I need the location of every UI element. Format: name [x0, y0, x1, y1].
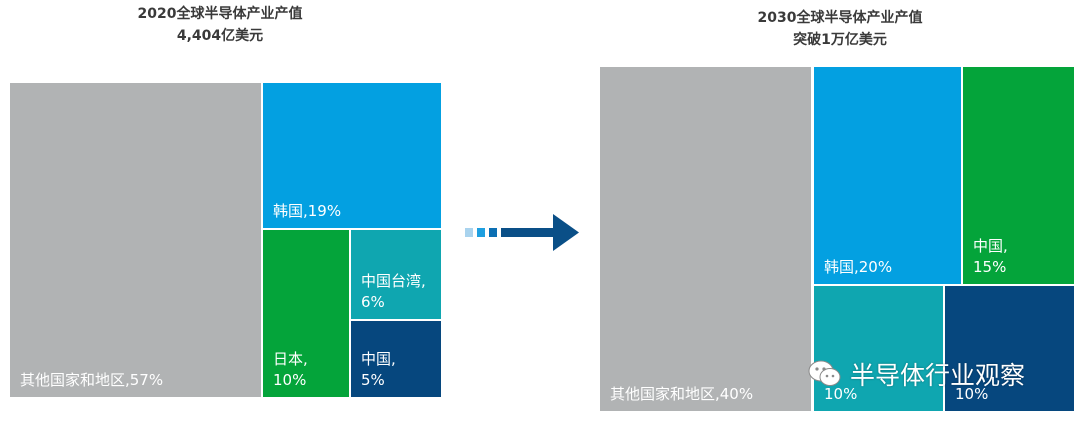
tile-2020-korea: 韩国,19%: [263, 83, 441, 228]
chart1-subtitle: 4,404亿美元: [176, 28, 264, 44]
tile-label: 中国台湾, 6%: [361, 272, 426, 311]
watermark: 半导体行业观察: [808, 357, 1025, 391]
wechat-icon: [808, 360, 841, 386]
tile-2030-china: 中国, 15%: [963, 67, 1074, 284]
tile-2030-other: 其他国家和地区,40%: [600, 67, 811, 411]
tile-label: 10%: [824, 385, 858, 403]
tile-label: 其他国家和地区,57%: [20, 371, 164, 389]
tile-label: 韩国,20%: [824, 258, 893, 276]
chart2-title: 2030全球半导体产业产值: [757, 10, 923, 26]
tile-2030-teal: 10%: [814, 286, 943, 411]
tile-label: 10%: [955, 385, 989, 403]
tile-label: 日本, 10%: [273, 350, 308, 389]
tile-2020-other: 其他国家和地区,57%: [10, 83, 261, 397]
tile-2030-navy: 10%: [945, 286, 1074, 411]
tile-label: 韩国,19%: [273, 202, 342, 220]
tile-label: 中国, 5%: [361, 350, 396, 389]
arrow-right-icon: [462, 210, 582, 255]
tile-2020-japan: 日本, 10%: [263, 230, 349, 397]
chart1-title: 2020全球半导体产业产值: [137, 6, 303, 22]
tile-label: 中国, 15%: [973, 237, 1008, 276]
tile-2020-china: 中国, 5%: [351, 321, 441, 397]
tile-label: 其他国家和地区,40%: [610, 385, 754, 403]
watermark-text: 半导体行业观察: [850, 361, 1026, 390]
tile-2020-taiwan: 中国台湾, 6%: [351, 230, 441, 319]
tile-2030-korea: 韩国,20%: [814, 67, 961, 284]
chart2-subtitle: 突破1万亿美元: [793, 32, 887, 48]
